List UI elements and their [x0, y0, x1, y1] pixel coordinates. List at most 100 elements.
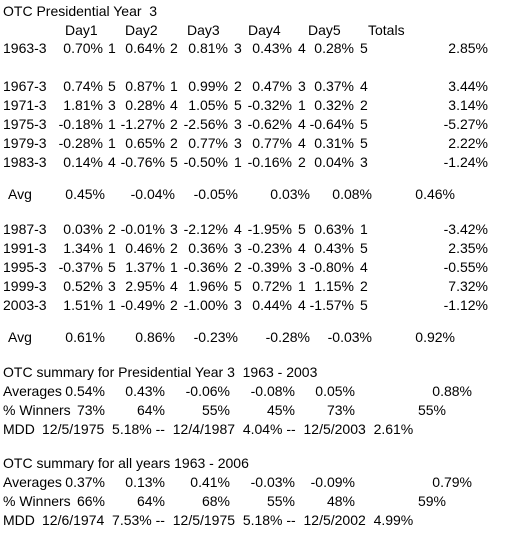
summary-average: -0.08% — [250, 383, 295, 399]
summary-average: 0.41% — [190, 474, 230, 490]
summary-winners: 55% — [266, 493, 295, 509]
day-change: -0.32% — [247, 97, 292, 113]
day-change: 0.52% — [63, 278, 103, 294]
day-change: -0.01% — [120, 221, 165, 237]
day-change: -0.23% — [247, 240, 292, 256]
column-header: Day5 — [308, 22, 341, 38]
avg-value: -0.04% — [130, 186, 175, 202]
day-change: 0.70% — [63, 40, 103, 56]
summary-average: 0.37% — [65, 474, 105, 490]
day-change: -1.57% — [309, 297, 354, 313]
day-rank: 2 — [234, 78, 242, 94]
total-change: -0.55% — [443, 259, 488, 275]
column-header: Totals — [368, 22, 405, 38]
day-change: 0.28% — [314, 40, 354, 56]
day-change: -0.16% — [247, 154, 292, 170]
day-rank: 5 — [360, 240, 368, 256]
summary-winners: 64% — [136, 402, 165, 418]
table-title: OTC Presidential Year 3 — [3, 3, 158, 19]
avg-value: 0.08% — [332, 186, 372, 202]
row-label: 1979-3 — [3, 135, 47, 151]
avg-label: Avg — [8, 329, 32, 345]
total-change: 2.35% — [448, 240, 488, 256]
day-rank: 3 — [170, 221, 178, 237]
column-header: Day2 — [125, 22, 158, 38]
avg-value: 0.86% — [135, 329, 175, 345]
day-change: -0.50% — [183, 154, 228, 170]
day-change: 0.47% — [252, 78, 292, 94]
summary-title: OTC summary for all years 1963 - 2006 — [3, 455, 249, 471]
summary-label: Averages — [3, 474, 62, 490]
total-change: 3.14% — [448, 97, 488, 113]
day-change: 1.37% — [125, 259, 165, 275]
day-rank: 5 — [360, 297, 368, 313]
day-rank: 5 — [360, 40, 368, 56]
day-change: 0.81% — [188, 40, 228, 56]
avg-value: 0.03% — [270, 186, 310, 202]
day-change: 0.28% — [125, 97, 165, 113]
day-change: 0.63% — [314, 221, 354, 237]
day-change: 1.15% — [314, 278, 354, 294]
summary-winners: 55% — [417, 402, 446, 418]
total-change: -1.12% — [443, 297, 488, 313]
total-change: 7.32% — [448, 278, 488, 294]
avg-value: 0.45% — [65, 186, 105, 202]
day-change: -0.64% — [309, 116, 354, 132]
column-header: Day1 — [65, 22, 98, 38]
day-change: 1.34% — [63, 240, 103, 256]
summary-average: 0.43% — [125, 383, 165, 399]
day-rank: 4 — [298, 240, 306, 256]
day-change: -0.49% — [120, 297, 165, 313]
total-change: 2.85% — [448, 40, 488, 56]
day-rank: 3 — [108, 97, 116, 113]
row-label: 1975-3 — [3, 116, 47, 132]
column-header: Day3 — [187, 22, 220, 38]
day-change: -0.37% — [58, 259, 103, 275]
day-rank: 4 — [360, 259, 368, 275]
day-change: -2.56% — [183, 116, 228, 132]
total-change: -5.27% — [443, 116, 488, 132]
day-rank: 3 — [298, 78, 306, 94]
day-rank: 1 — [170, 78, 178, 94]
day-change: -0.80% — [309, 259, 354, 275]
day-rank: 5 — [108, 78, 116, 94]
day-rank: 1 — [108, 40, 116, 56]
day-rank: 3 — [360, 154, 368, 170]
day-rank: 4 — [170, 97, 178, 113]
day-rank: 2 — [360, 97, 368, 113]
day-change: 0.43% — [252, 40, 292, 56]
day-rank: 3 — [234, 297, 242, 313]
summary-winners: 45% — [266, 402, 295, 418]
day-change: 1.81% — [63, 97, 103, 113]
summary-label: MDD — [3, 421, 35, 437]
day-change: 0.32% — [314, 97, 354, 113]
avg-value: -0.03% — [327, 329, 372, 345]
summary-winners: 64% — [136, 493, 165, 509]
day-change: 0.46% — [125, 240, 165, 256]
avg-value: 0.46% — [415, 186, 455, 202]
day-change: 0.65% — [125, 135, 165, 151]
avg-value: -0.23% — [193, 329, 238, 345]
summary-label: % Winners — [3, 402, 71, 418]
day-rank: 5 — [360, 116, 368, 132]
day-change: 1.51% — [63, 297, 103, 313]
day-rank: 1 — [234, 154, 242, 170]
summary-label: Averages — [3, 383, 62, 399]
row-label: 1971-3 — [3, 97, 47, 113]
day-change: -2.12% — [183, 221, 228, 237]
summary-label: % Winners — [3, 493, 71, 509]
total-change: -3.42% — [443, 221, 488, 237]
day-change: 2.95% — [125, 278, 165, 294]
day-rank: 2 — [170, 40, 178, 56]
day-rank: 5 — [360, 135, 368, 151]
row-label: 1967-3 — [3, 78, 47, 94]
day-rank: 2 — [170, 135, 178, 151]
day-rank: 4 — [170, 278, 178, 294]
day-rank: 5 — [234, 97, 242, 113]
avg-value: -0.05% — [193, 186, 238, 202]
day-change: 1.96% — [188, 278, 228, 294]
day-rank: 3 — [298, 259, 306, 275]
day-rank: 2 — [298, 154, 306, 170]
row-label: 1999-3 — [3, 278, 47, 294]
day-change: -0.28% — [58, 135, 103, 151]
